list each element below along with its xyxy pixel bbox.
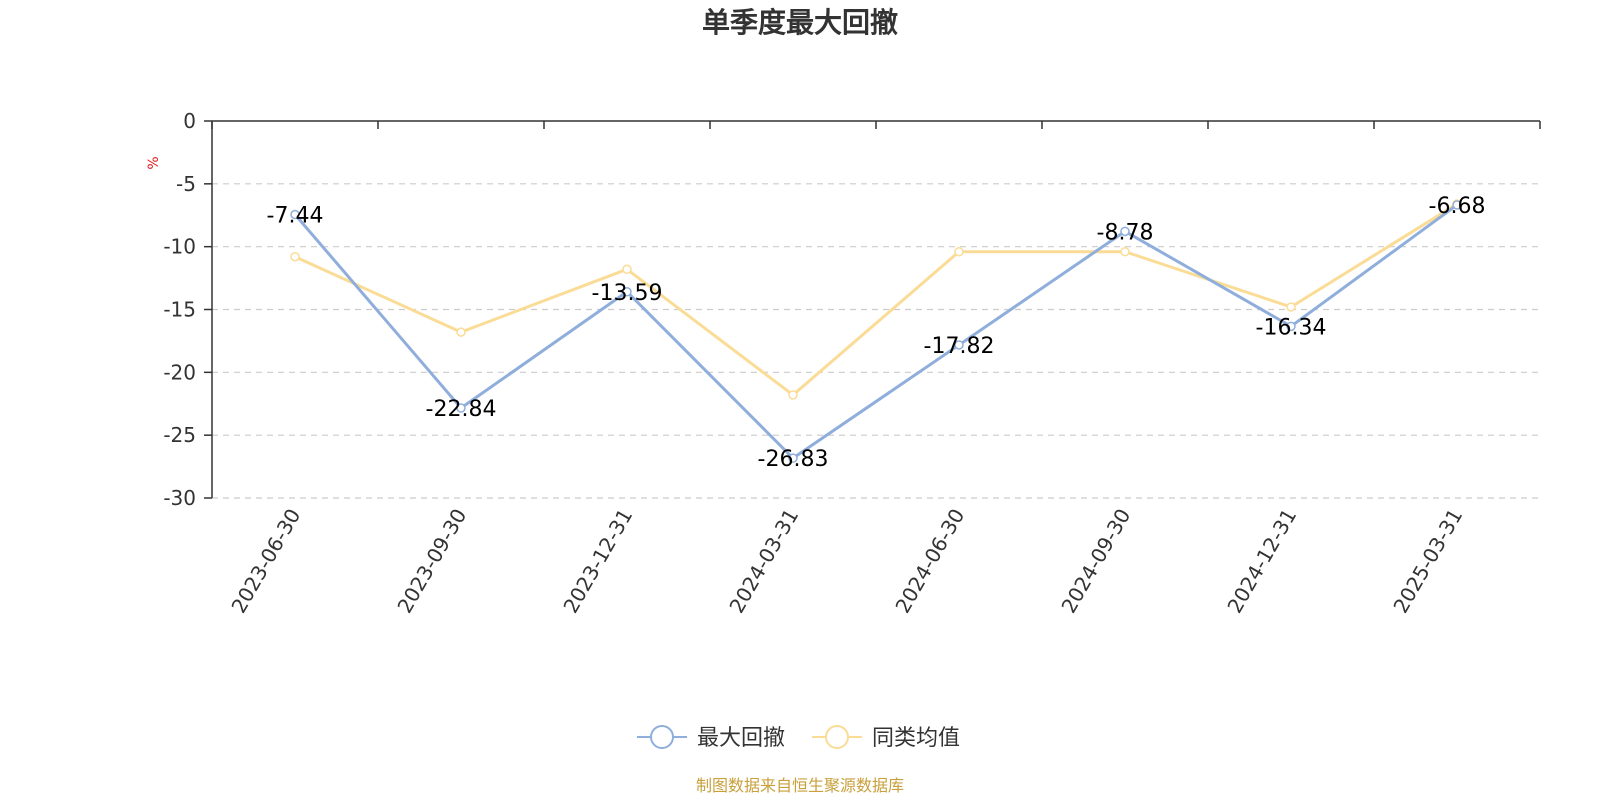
y-tick-label: -25	[163, 423, 196, 447]
legend-item[interactable]: 最大回撤	[637, 725, 785, 751]
source-note: 制图数据来自恒生聚源数据库	[696, 776, 904, 795]
data-point	[1452, 200, 1462, 210]
data-label: -17.82	[924, 334, 995, 359]
x-tick-label: 2024-09-30	[1056, 505, 1135, 618]
data-label: -7.44	[267, 203, 324, 228]
data-point	[1120, 226, 1130, 237]
x-tick-label: 2023-06-30	[226, 505, 305, 618]
legend-item[interactable]: 同类均值	[812, 725, 960, 751]
x-tick-label: 2024-12-31	[1222, 505, 1301, 618]
x-tick-label: 2023-09-30	[392, 505, 471, 618]
series-lines	[290, 199, 1462, 463]
data-label: -26.83	[758, 447, 829, 472]
data-label: -8.78	[1097, 220, 1154, 245]
data-point	[622, 264, 632, 275]
y-tick-label: 0	[183, 109, 196, 133]
y-tick-label: -30	[163, 486, 196, 510]
y-tick-label: -5	[176, 172, 196, 196]
axes	[204, 120, 1541, 499]
legend[interactable]: 最大回撤 同类均值	[637, 725, 960, 751]
grid-lines	[212, 183, 1540, 499]
data-point	[622, 287, 632, 297]
data-point	[954, 340, 964, 350]
legend-marker	[825, 725, 849, 749]
data-point	[456, 403, 466, 413]
data-point	[1286, 302, 1296, 312]
x-tick-labels: 2023-06-30 2023-09-30 2023-12-31 2024-03-31…	[226, 505, 1467, 618]
data-point	[788, 453, 798, 463]
y-axis-unit: %	[146, 156, 162, 169]
data-point	[954, 246, 964, 257]
data-point	[290, 209, 300, 220]
x-tick-label: 2024-03-31	[724, 505, 803, 618]
legend-label: 同类均值	[872, 726, 960, 751]
data-point	[788, 390, 798, 400]
data-label: -22.84	[426, 397, 497, 422]
series-line	[294, 202, 1458, 397]
y-tick-labels: 0 -5 -10 -15 -20 -25 -30	[163, 109, 196, 510]
x-tick-label: 2025-03-31	[1388, 505, 1467, 618]
x-tick-label: 2024-06-30	[890, 505, 969, 618]
data-point	[1286, 321, 1296, 332]
y-tick-label: -10	[163, 235, 196, 259]
y-tick-label: -20	[163, 360, 196, 384]
data-label: -16.34	[1256, 315, 1327, 340]
series-line	[293, 203, 1458, 460]
legend-marker	[650, 725, 674, 749]
data-labels: -7.44 -22.84 -13.59 -26.83 -17.82 -8.78 -16.34…	[267, 194, 1486, 472]
data-point	[456, 327, 466, 337]
legend-label: 最大回撤	[697, 726, 785, 751]
chart-title: 单季度最大回撤	[702, 6, 898, 39]
x-tick-label: 2023-12-31	[558, 505, 637, 618]
data-point	[1120, 246, 1130, 257]
y-tick-label: -15	[163, 298, 196, 322]
data-point	[290, 251, 300, 262]
data-label: -6.68	[1429, 194, 1486, 219]
data-label: -13.59	[592, 281, 663, 306]
